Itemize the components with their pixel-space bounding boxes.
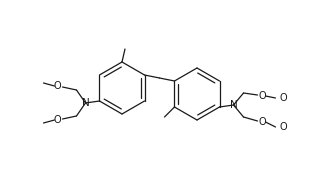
Text: N: N <box>230 100 237 110</box>
Text: O: O <box>280 122 287 132</box>
Text: O: O <box>280 93 287 103</box>
Text: O: O <box>54 81 61 91</box>
Text: O: O <box>259 117 266 127</box>
Text: N: N <box>82 98 89 108</box>
Text: O: O <box>259 91 266 101</box>
Text: O: O <box>54 115 61 125</box>
